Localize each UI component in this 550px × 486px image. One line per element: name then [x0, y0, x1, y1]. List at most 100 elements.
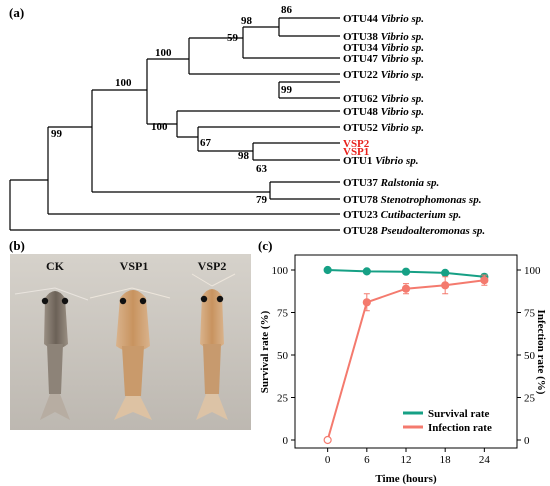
leaf-label: OTU34 Vibrio sp.	[343, 42, 424, 54]
y-tick-label: 75	[277, 308, 289, 320]
y2-tick-label: 75	[524, 308, 536, 320]
bootstrap-value: 100	[151, 121, 168, 133]
leaf-taxon: Vibrio sp.	[378, 106, 424, 118]
bootstrap-value: 98	[241, 15, 253, 27]
shrimp-photo: CK VSP1 VSP2	[10, 254, 251, 430]
x-tick-label: 18	[440, 454, 452, 466]
data-point	[441, 281, 450, 290]
leaf-otu: OTU37	[343, 177, 378, 189]
leaf-otu: OTU44	[343, 13, 378, 25]
panel-c: (c) 0 0 25 25 50 50 75 75 100 100 0 6 12 18 24 Time (h…	[258, 238, 547, 485]
y-tick-label: 25	[277, 393, 289, 405]
leaf-taxon: Vibrio sp.	[378, 122, 424, 134]
data-point	[401, 284, 411, 293]
bootstrap-values: 86 98 59 100 99 100 100 67 98 63 99 79	[51, 4, 293, 206]
leaf-otu: VSP2	[343, 138, 370, 150]
leaf-taxon: Stenotrophomonas sp.	[378, 194, 482, 206]
leaf-label: OTU22 Vibrio sp.	[343, 69, 424, 81]
y2-tick-label: 100	[524, 265, 541, 277]
panel-b-label: (b)	[9, 238, 25, 253]
x-axis-label: Time (hours)	[375, 473, 437, 485]
chart-legend: Survival rate Infection rate	[403, 408, 492, 434]
leaf-taxon: Cutibacterium sp.	[378, 209, 461, 221]
leaf-label: OTU78 Stenotrophomonas sp.	[343, 194, 481, 206]
data-point	[362, 267, 371, 276]
bootstrap-value: 99	[281, 84, 293, 96]
data-point	[480, 276, 489, 285]
data-point	[323, 265, 332, 275]
leaf-label: OTU37 Ralstonia sp.	[343, 177, 439, 189]
leaf-label: OTU44 Vibrio sp.	[343, 13, 424, 25]
leaf-otu: OTU28	[343, 225, 378, 237]
leaf-labels: OTU44 Vibrio sp.OTU38 Vibrio sp.OTU34 Vi…	[343, 13, 485, 237]
chart-marks	[323, 265, 489, 445]
x-tick-label: 6	[364, 454, 370, 466]
tree-branches	[9, 17, 340, 231]
bootstrap-value: 99	[51, 128, 63, 140]
y-axis-label: Survival rate (%)	[259, 310, 271, 393]
leaf-label: OTU28 Pseudoalteromonas sp.	[343, 225, 485, 237]
bootstrap-value: 59	[227, 32, 239, 44]
y-tick-label: 100	[272, 265, 289, 277]
shrimp-ck	[14, 287, 89, 420]
leaf-label: VSP2	[343, 138, 370, 150]
leaf-otu: OTU78	[343, 194, 378, 206]
leaf-taxon: Vibrio sp.	[372, 155, 418, 167]
leaf-label: OTU62 Vibrio sp.	[343, 93, 424, 105]
bootstrap-value: 79	[256, 194, 268, 206]
bootstrap-value: 67	[200, 137, 212, 149]
x-tick-label: 0	[325, 454, 331, 466]
leaf-otu: OTU47	[343, 53, 378, 65]
y2-tick-label: 0	[524, 435, 530, 447]
leaf-taxon: Ralstonia sp.	[378, 177, 439, 189]
bootstrap-value: 63	[256, 163, 268, 175]
leaf-label: OTU23 Cutibacterium sp.	[343, 209, 461, 221]
y2-tick-label: 50	[524, 350, 536, 362]
leaf-label: OTU48 Vibrio sp.	[343, 106, 424, 118]
leaf-otu: OTU22	[343, 69, 378, 81]
leaf-otu: OTU52	[343, 122, 378, 134]
leaf-taxon: Vibrio sp.	[378, 31, 424, 43]
y-tick-label: 0	[283, 435, 289, 447]
sample-label-vsp1: VSP1	[120, 259, 149, 273]
leaf-taxon: Vibrio sp.	[378, 93, 424, 105]
chart-axes: 0 0 25 25 50 50 75 75 100 100 0 6 12 18 24	[272, 265, 542, 466]
panel-a: (a) 86	[9, 4, 485, 237]
leaf-taxon: Vibrio sp.	[378, 53, 424, 65]
legend-label: Survival rate	[428, 408, 490, 420]
leaf-label: OTU1 Vibrio sp.	[343, 155, 419, 167]
leaf-otu: OTU62	[343, 93, 378, 105]
shrimp-vsp1	[89, 287, 171, 420]
leaf-taxon: Vibrio sp.	[378, 69, 424, 81]
leaf-otu: OTU34	[343, 42, 378, 54]
leaf-taxon: Vibrio sp.	[378, 13, 424, 25]
leaf-otu: OTU48	[343, 106, 378, 118]
y2-axis-label: Infection rate (%)	[535, 310, 547, 395]
leaf-label: VSP1	[343, 146, 369, 158]
leaf-taxon: Vibrio sp.	[378, 42, 424, 54]
leaf-otu: OTU1	[343, 155, 372, 167]
bootstrap-value: 100	[155, 47, 172, 59]
sample-label-vsp2: VSP2	[198, 259, 227, 273]
leaf-otu: OTU23	[343, 209, 378, 221]
data-point	[323, 435, 332, 445]
leaf-label: OTU38 Vibrio sp.	[343, 31, 424, 43]
x-tick-label: 12	[401, 454, 412, 466]
leaf-label: OTU52 Vibrio sp.	[343, 122, 424, 134]
data-point	[401, 267, 411, 276]
panel-c-label: (c)	[258, 238, 272, 253]
x-tick-label: 24	[479, 454, 491, 466]
shrimp-vsp2	[191, 273, 236, 420]
panel-a-label: (a)	[9, 5, 24, 20]
y2-tick-label: 25	[524, 393, 536, 405]
data-point	[362, 298, 371, 307]
leaf-taxon: Pseudoalteromonas sp.	[378, 225, 485, 237]
y-tick-label: 50	[277, 350, 289, 362]
leaf-label: OTU47 Vibrio sp.	[343, 53, 424, 65]
leaf-otu: VSP1	[343, 146, 369, 158]
bootstrap-value: 98	[238, 150, 250, 162]
leaf-otu: OTU38	[343, 31, 378, 43]
bootstrap-value: 100	[115, 77, 132, 89]
sample-label-ck: CK	[46, 259, 65, 273]
